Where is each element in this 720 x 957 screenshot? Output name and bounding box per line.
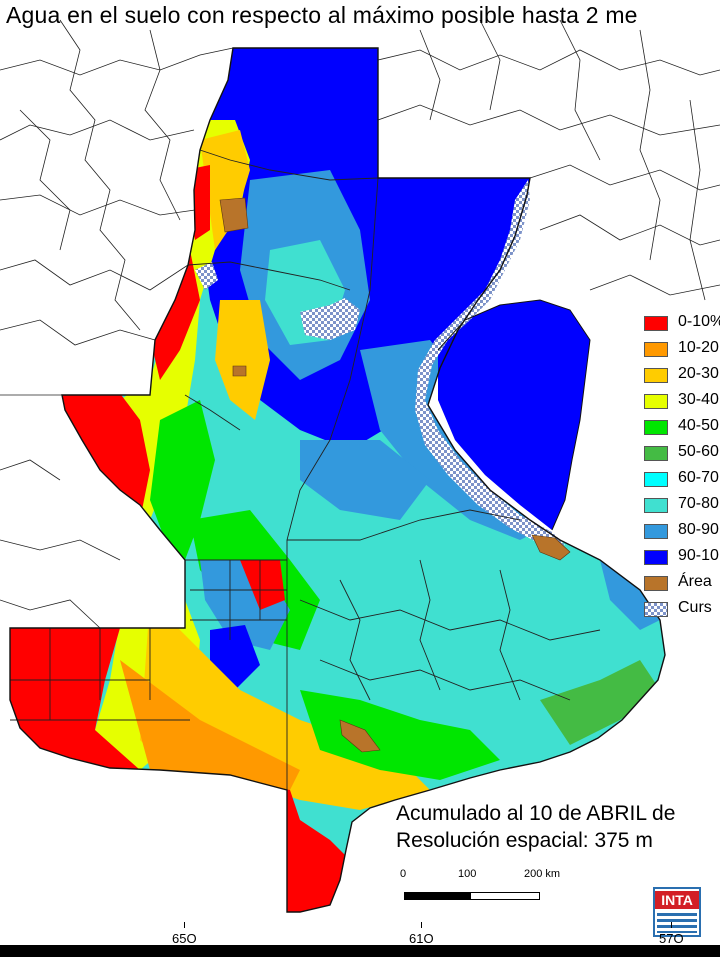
legend-label: 30-40: [678, 391, 719, 408]
legend-swatch: [644, 524, 668, 539]
legend-swatch: [644, 472, 668, 487]
logo-stripes: [657, 913, 697, 933]
legend-label: 80-90: [678, 521, 719, 538]
legend-label: 40-50: [678, 417, 719, 434]
map-title: Agua en el suelo con respecto al máximo …: [6, 2, 638, 28]
legend-label: 60-70: [678, 469, 719, 486]
brown-areas: [219, 197, 571, 753]
bottom-bar: [0, 945, 720, 957]
inner-boundaries: [10, 48, 601, 912]
spatial-resolution: Resolución espacial: 375 m: [396, 829, 653, 852]
lon-tick: [671, 922, 672, 928]
scale-label-100: 100: [458, 868, 477, 880]
legend-label: Área: [678, 573, 712, 590]
legend-swatch: [644, 394, 668, 409]
entre-rios-outline: [437, 299, 591, 531]
logo-text: INTA: [655, 891, 699, 909]
longitude-label-65: 65O: [172, 931, 197, 946]
legend-swatch: [644, 342, 668, 357]
accumulation-date: Acumulado al 10 de ABRIL de: [396, 802, 676, 825]
scale-bar-white: [470, 892, 540, 900]
water-courses: [195, 180, 565, 548]
legend-swatch: [644, 550, 668, 565]
legend-label: 0-10%: [678, 313, 720, 330]
longitude-label-61: 61O: [409, 931, 434, 946]
legend-label: 90-10: [678, 547, 719, 564]
legend-label: 20-30: [678, 365, 719, 382]
legend-label: 70-80: [678, 495, 719, 512]
legend-label: 50-60: [678, 443, 719, 460]
legend-swatch: [644, 576, 668, 591]
legend-swatch: [644, 420, 668, 435]
scale-bar: 0 100 200 km: [400, 868, 560, 908]
lon-tick: [184, 922, 185, 928]
legend-swatch: [644, 368, 668, 383]
info-block: Acumulado al 10 de ABRIL de Resolución e…: [396, 800, 675, 854]
scale-label-200: 200 km: [524, 868, 561, 880]
lon-tick: [421, 922, 422, 928]
legend-label: Curs: [678, 599, 712, 616]
scale-bar-black: [404, 892, 472, 900]
legend-swatch: [644, 446, 668, 461]
legend-swatch: [644, 602, 668, 617]
legend-swatch: [644, 316, 668, 331]
admin-boundaries: [0, 19, 720, 629]
region-outline: [9, 47, 666, 913]
legend-label: 10-20: [678, 339, 719, 356]
scale-label-0: 0: [400, 868, 407, 880]
legend-swatch: [644, 498, 668, 513]
inta-logo: INTA: [653, 887, 701, 937]
longitude-label-57: 57O: [659, 931, 684, 946]
